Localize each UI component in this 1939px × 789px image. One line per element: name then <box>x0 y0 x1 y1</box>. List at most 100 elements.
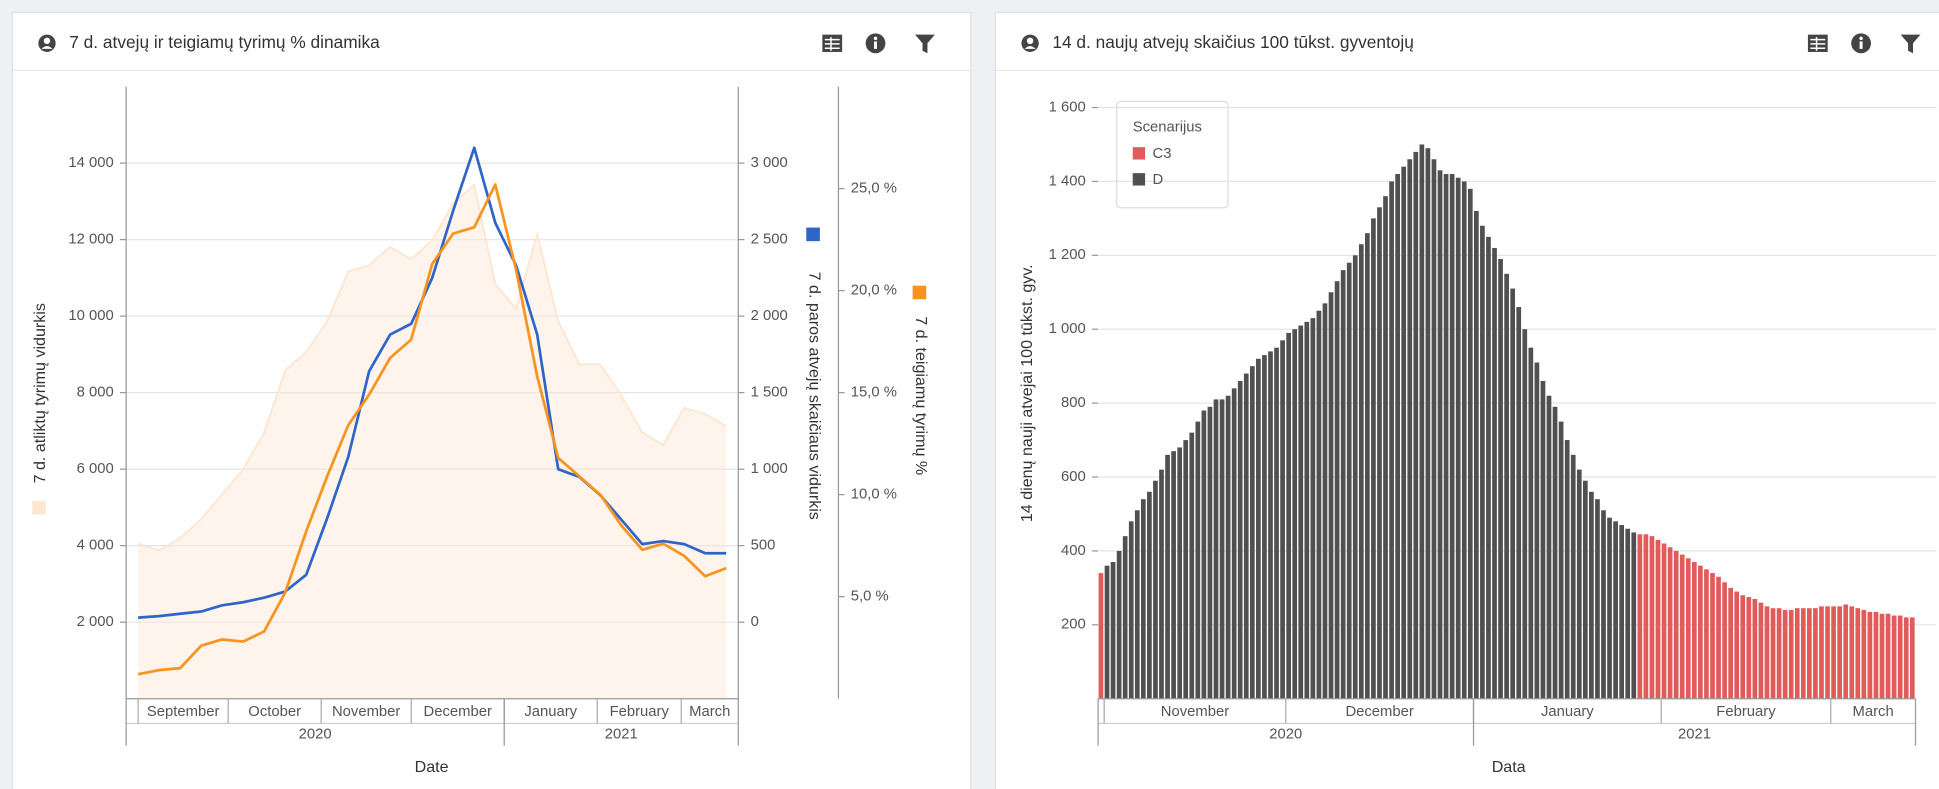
bar <box>1177 447 1183 699</box>
y-tick-label: 800 <box>1061 395 1086 411</box>
bar <box>1673 550 1679 699</box>
x-tick-label: November <box>1161 704 1229 720</box>
bar <box>1159 469 1164 699</box>
bar <box>1304 321 1310 699</box>
bar <box>1437 170 1443 699</box>
bar <box>1637 534 1643 699</box>
y-tick-label: 1 500 <box>751 385 788 401</box>
bar <box>1098 573 1104 699</box>
filter-icon[interactable] <box>915 34 935 54</box>
bar <box>1746 597 1752 699</box>
bar <box>1231 388 1237 699</box>
bar <box>1225 395 1231 699</box>
info-icon[interactable] <box>1851 33 1871 54</box>
bar <box>1819 606 1824 699</box>
y-tick-label: 6 000 <box>77 461 114 477</box>
bar <box>1116 550 1122 699</box>
bar <box>1831 606 1836 699</box>
y-tick-label: 15,0 % <box>851 385 897 401</box>
legend-label: D <box>1153 172 1164 188</box>
bar <box>1685 558 1691 699</box>
legend-label: C3 <box>1153 146 1172 162</box>
table-icon[interactable] <box>822 34 843 52</box>
legend-label: 7 d. teigiamų tyrimų % <box>912 316 930 475</box>
bar <box>1431 159 1437 699</box>
bar <box>1631 532 1637 699</box>
x-axis-title: Data <box>1492 758 1526 776</box>
x-tick-label: February <box>610 704 670 720</box>
bar <box>1486 236 1491 699</box>
bar <box>1576 469 1582 699</box>
bar <box>1825 606 1830 699</box>
legend-swatch <box>1132 173 1146 186</box>
bar <box>1776 608 1782 699</box>
table-icon[interactable] <box>1807 34 1828 52</box>
y-tick-label: 600 <box>1061 469 1086 485</box>
bar <box>1455 177 1461 699</box>
bar <box>1607 517 1612 699</box>
y-tick-label: 1 000 <box>751 461 788 477</box>
bar <box>1110 561 1116 699</box>
bar <box>1243 373 1249 699</box>
bar <box>1413 151 1419 699</box>
bar <box>1340 270 1346 699</box>
bar <box>1704 569 1709 699</box>
bar <box>1352 255 1358 699</box>
y-tick-label: 4 000 <box>77 538 114 554</box>
bar <box>1619 525 1625 699</box>
bar <box>1461 181 1467 699</box>
bar <box>1407 159 1413 699</box>
bar <box>1516 307 1522 699</box>
y-tick-label: 2 500 <box>751 232 788 248</box>
bar <box>1153 480 1158 699</box>
bar <box>1328 292 1334 699</box>
panel <box>11 11 972 789</box>
bar <box>1219 399 1225 699</box>
bar <box>1449 174 1455 699</box>
bar <box>1867 611 1873 699</box>
area-line <box>137 183 727 552</box>
bar <box>1570 454 1576 699</box>
bar <box>1183 440 1189 699</box>
bar <box>1710 573 1715 699</box>
bar <box>1752 598 1758 699</box>
bar <box>1473 210 1479 699</box>
panel-title: 7 d. atvejų ir teigiamų tyrimų % dinamik… <box>69 32 380 52</box>
y-tick-label: 10,0 % <box>851 487 897 503</box>
bar <box>1698 565 1703 699</box>
filter-icon[interactable] <box>1900 34 1921 54</box>
bar <box>1794 608 1800 699</box>
y-tick-label: 5,0 % <box>851 589 889 605</box>
x-tick-label: December <box>1345 704 1413 720</box>
bar <box>1740 595 1746 699</box>
x-tick-label: January <box>524 704 577 720</box>
bar <box>1788 610 1794 699</box>
info-icon[interactable] <box>865 33 886 54</box>
bar <box>1558 421 1564 699</box>
bar <box>1498 259 1503 699</box>
bar <box>1395 174 1400 699</box>
bar <box>1249 366 1255 699</box>
x-tick-label: October <box>248 704 301 720</box>
bar <box>1371 218 1376 699</box>
bar <box>1467 188 1473 699</box>
bar <box>1510 288 1516 699</box>
x-group-label: 2020 <box>299 726 332 742</box>
y-tick-label: 0 <box>751 614 759 630</box>
bar <box>1528 347 1534 699</box>
bar <box>1504 273 1509 699</box>
x-tick-label: February <box>1716 704 1776 720</box>
y-tick-label: 8 000 <box>77 385 114 401</box>
bar <box>1813 608 1818 699</box>
bar <box>1891 615 1897 699</box>
x-tick-label: September <box>147 704 220 720</box>
bar <box>1310 318 1316 699</box>
y-tick-label: 20,0 % <box>851 283 897 299</box>
bar <box>1649 536 1655 699</box>
bar <box>1716 576 1721 699</box>
bar <box>1346 262 1352 699</box>
bar <box>1122 536 1128 699</box>
y-tick-label: 3 000 <box>751 155 788 171</box>
